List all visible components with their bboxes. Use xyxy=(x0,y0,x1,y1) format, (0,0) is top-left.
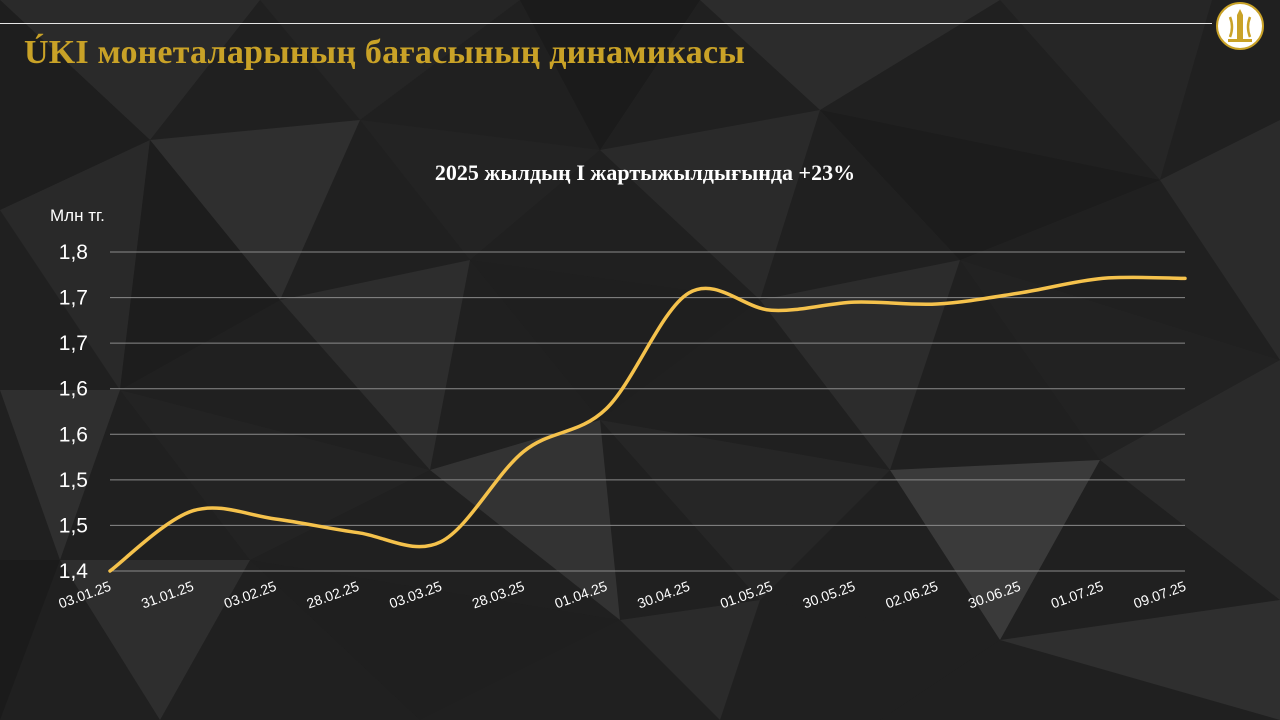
y-axis-tick-labels: 1,4 1,5 1,5 1,6 1,6 1,7 1,7 1,8 xyxy=(59,241,89,583)
x-tick-label: 01.05.25 xyxy=(718,578,775,612)
x-tick-label: 03.03.25 xyxy=(387,578,444,612)
x-tick-label: 02.06.25 xyxy=(883,578,940,612)
y-tick-label: 1,5 xyxy=(59,469,88,492)
x-tick-label: 28.03.25 xyxy=(470,578,527,612)
gridlines xyxy=(110,251,1185,572)
national-bank-emblem-icon xyxy=(1216,2,1264,50)
x-tick-label: 09.07.25 xyxy=(1131,578,1188,612)
price-series-line xyxy=(108,275,1187,573)
x-tick-label: 01.07.25 xyxy=(1049,578,1106,612)
y-tick-label: 1,5 xyxy=(59,514,88,537)
x-tick-label: 03.02.25 xyxy=(222,578,279,612)
y-tick-label: 1,7 xyxy=(59,287,88,310)
top-rule xyxy=(0,23,1212,24)
page-title: ÚKI монеталарының бағасының динамикасы xyxy=(24,34,746,71)
y-tick-label: 1,4 xyxy=(59,560,89,583)
chart-title: 2025 жылдың I жартыжылдығында +23% xyxy=(434,160,856,185)
y-tick-label: 1,8 xyxy=(59,241,88,264)
x-tick-label: 28.02.25 xyxy=(304,578,361,612)
x-tick-label: 01.04.25 xyxy=(552,578,609,612)
x-tick-label: 30.04.25 xyxy=(635,578,692,612)
x-tick-label: 30.06.25 xyxy=(966,578,1023,612)
y-tick-label: 1,7 xyxy=(59,332,88,355)
y-tick-label: 1,6 xyxy=(59,378,88,401)
series xyxy=(108,275,1187,573)
x-tick-label: 31.01.25 xyxy=(139,578,196,612)
x-axis-tick-labels: 03.01.25 31.01.25 03.02.25 28.02.25 03.03.25… xyxy=(56,578,1188,612)
y-axis-unit-label: Млн тг. xyxy=(50,206,105,225)
y-tick-label: 1,6 xyxy=(59,423,88,446)
x-tick-label: 30.05.25 xyxy=(801,578,858,612)
